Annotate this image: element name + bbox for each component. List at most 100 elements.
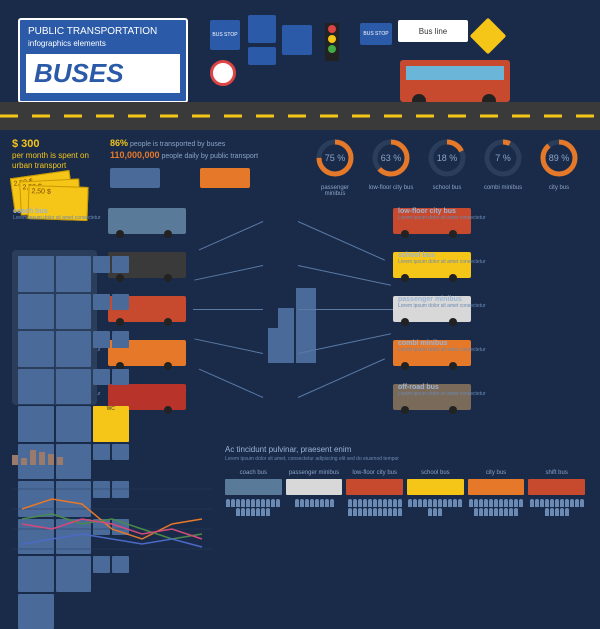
- bar: [39, 452, 45, 465]
- seat: [56, 406, 92, 442]
- seat: [112, 256, 129, 273]
- bus-icon: [225, 479, 282, 495]
- road-sign: Bus line: [398, 20, 468, 42]
- person-icon: [494, 499, 498, 507]
- person-icon: [388, 508, 392, 516]
- person-icon: [575, 499, 579, 507]
- svg-text:89 %: 89 %: [549, 153, 570, 163]
- person-icon: [388, 499, 392, 507]
- person-icon: [453, 499, 457, 507]
- stat-line: 110,000,000 people daily by public trans…: [110, 150, 300, 160]
- bar: [57, 457, 63, 465]
- person-icon: [458, 499, 462, 507]
- donut-chart: 18 %school bus: [422, 138, 472, 197]
- road-signs: BUS STOPBUS STOPBus line: [200, 15, 590, 105]
- person-icon: [368, 508, 372, 516]
- person-icon: [363, 508, 367, 516]
- person-icon: [256, 508, 260, 516]
- person-icon: [246, 508, 250, 516]
- donuts-section: 75 %passenger minibus63 %low-floor city …: [310, 138, 590, 197]
- seat: [18, 331, 54, 367]
- person-icon: [348, 499, 352, 507]
- connector-line: [199, 221, 263, 250]
- person-icon: [315, 499, 319, 507]
- person-icon: [226, 499, 230, 507]
- road-sign: [248, 15, 276, 43]
- person-icon: [363, 499, 367, 507]
- seat: [93, 331, 110, 348]
- person-icon: [373, 499, 377, 507]
- seat-grid: WC: [18, 256, 91, 460]
- bus-type-label: passenger minibusLorem ipsum dolor sit a…: [398, 296, 488, 310]
- person-icon: [358, 499, 362, 507]
- person-icon: [373, 508, 377, 516]
- svg-text:63 %: 63 %: [381, 153, 402, 163]
- person-icon: [241, 499, 245, 507]
- person-icon: [241, 508, 245, 516]
- seat: [18, 256, 54, 292]
- person-icon: [474, 508, 478, 516]
- person-icon: [499, 499, 503, 507]
- person-icon: [509, 499, 513, 507]
- person-icon: [305, 499, 309, 507]
- person-icon: [580, 499, 584, 507]
- person-icon: [378, 499, 382, 507]
- person-icon: [484, 499, 488, 507]
- road-sign: [470, 18, 507, 55]
- person-icon: [433, 499, 437, 507]
- title-sign: PUBLIC TRANSPORTATION infographics eleme…: [18, 18, 188, 103]
- capacity-desc: Lorem ipsum dolor sit amet, consectetur …: [225, 456, 585, 462]
- seat: [56, 256, 92, 292]
- person-icon: [236, 499, 240, 507]
- person-icon: [325, 499, 329, 507]
- person-icon: [398, 508, 402, 516]
- bus-hero-icon: [400, 60, 510, 102]
- content: $ 300per month is spent on urban transpo…: [0, 130, 600, 600]
- city-building-icon: [268, 283, 328, 363]
- person-icon: [560, 508, 564, 516]
- person-icon: [433, 508, 437, 516]
- seat: [93, 294, 110, 311]
- seat: [56, 369, 92, 405]
- bus-type-label: coach busLorem ipsum dolor sit amet cons…: [13, 208, 103, 222]
- person-icon: [560, 499, 564, 507]
- person-icon: [393, 508, 397, 516]
- person-icon: [443, 499, 447, 507]
- subtitle2: infographics elements: [20, 39, 186, 50]
- line-chart: [12, 469, 212, 569]
- traffic-light-icon: [325, 23, 339, 61]
- person-icon: [550, 508, 554, 516]
- connector-line: [298, 221, 385, 261]
- person-icon: [499, 508, 503, 516]
- seat: [112, 369, 129, 386]
- seat: WC: [93, 406, 129, 442]
- person-icon: [514, 508, 518, 516]
- bar: [48, 454, 54, 465]
- person-icon: [428, 508, 432, 516]
- capacity-item: shift bus: [528, 470, 585, 516]
- person-icon: [310, 499, 314, 507]
- person-icon: [256, 499, 260, 507]
- person-icon: [408, 499, 412, 507]
- capacity-item: passenger minibus: [286, 470, 343, 516]
- road-sign: BUS STOP: [360, 23, 392, 45]
- person-icon: [535, 499, 539, 507]
- spending-text: per month is spent on urban transport: [12, 151, 89, 170]
- spending-amount: $ 300: [12, 138, 40, 150]
- person-icon: [469, 499, 473, 507]
- bus-icon: [407, 479, 464, 495]
- mini-bus-icon: [200, 168, 250, 188]
- person-icon: [251, 508, 255, 516]
- person-icon: [489, 499, 493, 507]
- capacity-item: school bus: [407, 470, 464, 516]
- svg-text:75 %: 75 %: [325, 153, 346, 163]
- person-icon: [353, 499, 357, 507]
- no-bus-sign: [210, 60, 236, 86]
- person-icon: [423, 499, 427, 507]
- person-icon: [428, 499, 432, 507]
- seat: [112, 294, 129, 311]
- person-icon: [266, 508, 270, 516]
- person-icon: [519, 499, 523, 507]
- person-icon: [514, 499, 518, 507]
- bus-icon: [346, 479, 403, 495]
